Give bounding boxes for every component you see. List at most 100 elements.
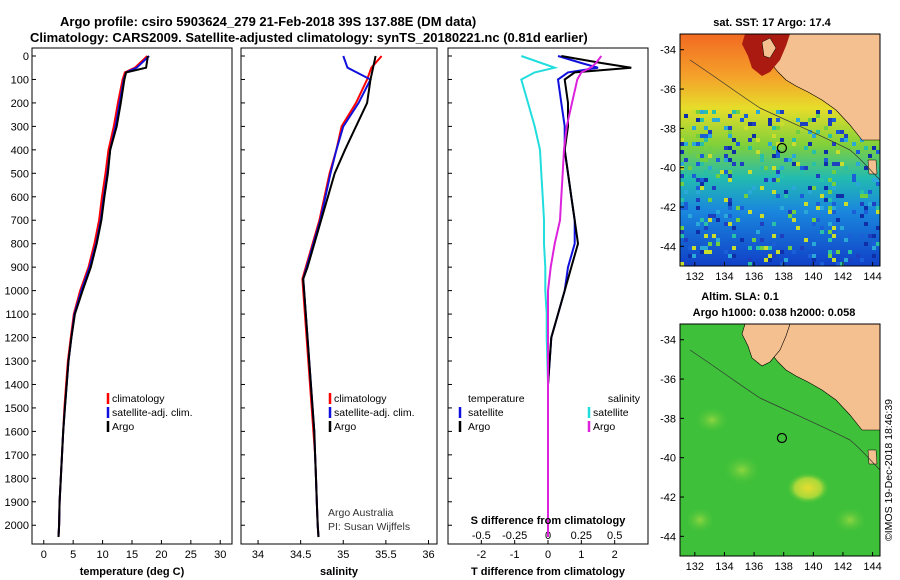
sst-pixel bbox=[872, 146, 876, 150]
x-tick-label: 34.5 bbox=[290, 549, 311, 561]
sst-pixel bbox=[700, 118, 704, 122]
sst-pixel bbox=[708, 130, 712, 134]
sst-pixel bbox=[724, 154, 728, 158]
sst-pixel bbox=[748, 258, 752, 262]
sst-pixel bbox=[852, 210, 856, 214]
sst-pixel bbox=[776, 178, 780, 182]
profile-curves bbox=[57, 55, 632, 538]
sst-pixel bbox=[680, 198, 684, 202]
sst-pixel bbox=[796, 226, 800, 230]
sst-pixel bbox=[852, 142, 856, 146]
map-x-tick-label: 138 bbox=[775, 561, 793, 573]
sst-pixel bbox=[736, 206, 740, 210]
sst-pixel bbox=[816, 114, 820, 118]
map-x-tick-label: 134 bbox=[715, 561, 733, 573]
sst-pixel bbox=[684, 206, 688, 210]
sst-pixel bbox=[804, 146, 808, 150]
s-diff-tick-label: 0.5 bbox=[607, 530, 622, 542]
sst-pixel bbox=[824, 150, 828, 154]
sst-pixel bbox=[724, 250, 728, 254]
sst-pixel bbox=[696, 142, 700, 146]
s-diff-tick-label: -0.5 bbox=[472, 530, 491, 542]
sst-pixel bbox=[732, 246, 736, 250]
sst-pixel bbox=[828, 110, 832, 114]
sst-pixel bbox=[772, 126, 776, 130]
sst-pixel bbox=[716, 242, 720, 246]
temperature-panel bbox=[31, 47, 233, 545]
sst-pixel bbox=[736, 110, 740, 114]
sst-pixel bbox=[860, 214, 864, 218]
sst-frame bbox=[679, 33, 881, 267]
sst-pixel bbox=[800, 170, 804, 174]
sst-pixel bbox=[788, 210, 792, 214]
sst-land-island bbox=[867, 159, 878, 175]
sst-pixel bbox=[704, 178, 708, 182]
sla-eddy bbox=[722, 454, 762, 486]
sst-pixel bbox=[844, 134, 848, 138]
sst-pixel bbox=[684, 262, 688, 266]
sst-pixel bbox=[768, 254, 772, 258]
sst-pixel bbox=[696, 206, 700, 210]
sst-pixel bbox=[812, 134, 816, 138]
depth-axis: 0 100 200 300 400 500 600 700 800 900 1000 1100 1200… bbox=[5, 51, 452, 532]
sst-pixel bbox=[808, 118, 812, 122]
sst-pixel bbox=[776, 194, 780, 198]
sst-pixel bbox=[872, 234, 876, 238]
x-tick-label: 30 bbox=[214, 549, 226, 561]
sst-pixel bbox=[728, 130, 732, 134]
sst-pixel bbox=[872, 202, 876, 206]
sst-pixel bbox=[864, 194, 868, 198]
sst-pixel bbox=[856, 162, 860, 166]
map-y-tick-label: -38 bbox=[660, 123, 676, 135]
sst-pixel bbox=[828, 230, 832, 234]
sst-pixel bbox=[768, 118, 772, 122]
depth-tick-label: 700 bbox=[11, 215, 29, 227]
sst-pixel bbox=[836, 130, 840, 134]
sst-pixel bbox=[840, 138, 844, 142]
sst-pixel bbox=[792, 186, 796, 190]
sst-pixel bbox=[804, 210, 808, 214]
legend-title-salinity: salinity bbox=[608, 393, 641, 405]
sst-pixel bbox=[728, 126, 732, 130]
sst-pixel bbox=[784, 194, 788, 198]
map-y-tick-label: -38 bbox=[660, 413, 676, 425]
sst-pixel bbox=[828, 198, 832, 202]
sst-pixel bbox=[708, 166, 712, 170]
sla-eddy bbox=[684, 506, 716, 534]
sst-pixel bbox=[792, 154, 796, 158]
sst-pixel bbox=[768, 142, 772, 146]
sst-pixel bbox=[724, 126, 728, 130]
sst-pixel bbox=[696, 222, 700, 226]
sst-pixel bbox=[728, 170, 732, 174]
sst-pixel bbox=[756, 238, 760, 242]
sst-pixel bbox=[860, 234, 864, 238]
sst-pixel bbox=[740, 146, 744, 150]
sst-pixel bbox=[700, 154, 704, 158]
sst-pixel bbox=[692, 142, 696, 146]
sst-pixel bbox=[728, 146, 732, 150]
sst-pixel bbox=[732, 138, 736, 142]
sst-pixel bbox=[856, 254, 860, 258]
series-line-argo bbox=[302, 55, 377, 538]
sst-pixel bbox=[688, 166, 692, 170]
sst-pixel bbox=[696, 186, 700, 190]
sst-pixel bbox=[788, 158, 792, 162]
map-x-tick-label: 144 bbox=[863, 271, 881, 283]
sst-pixel bbox=[776, 110, 780, 114]
sst-pixel bbox=[736, 142, 740, 146]
map-y-tick-label: -42 bbox=[660, 492, 676, 504]
sst-pixel bbox=[808, 186, 812, 190]
sst-pixel bbox=[692, 174, 696, 178]
sst-pixel bbox=[800, 166, 804, 170]
sst-pixel bbox=[824, 198, 828, 202]
sst-pixel bbox=[828, 118, 832, 122]
sst-pixel bbox=[868, 154, 872, 158]
sst-pixel bbox=[808, 142, 812, 146]
x-tick-label: 25 bbox=[185, 549, 197, 561]
sst-pixel bbox=[772, 242, 776, 246]
sst-pixel bbox=[704, 126, 708, 130]
sst-pixel bbox=[692, 110, 696, 114]
sst-pixel bbox=[740, 114, 744, 118]
sst-pixel bbox=[712, 234, 716, 238]
